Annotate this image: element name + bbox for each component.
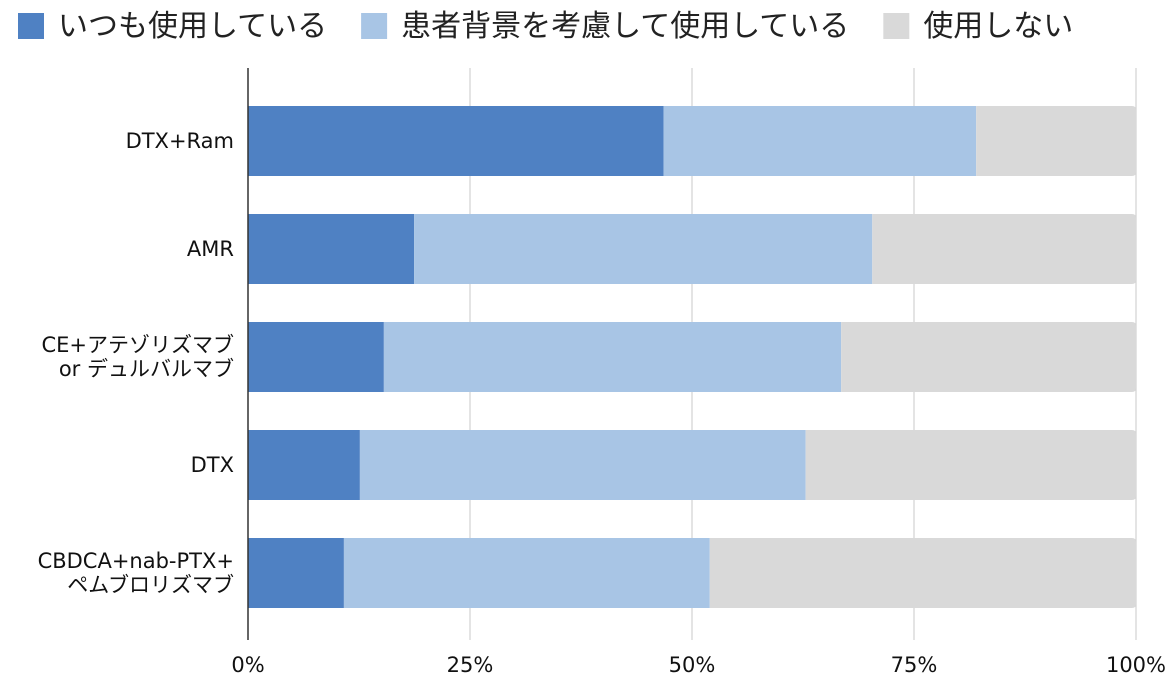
bar-4-series-2: [709, 538, 1136, 608]
category-label-2-line-1: or デュルバルマブ: [59, 357, 234, 381]
legend-label-2: 使用しない: [923, 9, 1073, 44]
legend-swatch-0: [18, 13, 44, 39]
bar-4-series-1: [343, 538, 710, 608]
bar-2-series-2: [841, 322, 1136, 392]
bar-0-series-1: [663, 106, 977, 176]
category-label-1-line-0: AMR: [187, 237, 234, 261]
category-label-0-line-0: DTX+Ram: [126, 129, 234, 153]
bar-3-series-1: [359, 430, 806, 500]
bar-1-series-0: [248, 214, 415, 284]
bar-0-series-2: [976, 106, 1136, 176]
chart-legend: いつも使用している 患者背景を考慮して使用している 使用しない: [18, 9, 1073, 44]
bars: [248, 106, 1136, 608]
bar-1-series-1: [414, 214, 873, 284]
category-label-4-line-0: CBDCA+nab-PTX+: [38, 549, 234, 573]
bar-3-series-2: [805, 430, 1136, 500]
category-label-4-line-1: ペムブロリズマブ: [67, 573, 234, 597]
tick-label-1: 25%: [447, 653, 494, 677]
tick-label-3: 75%: [891, 653, 938, 677]
bar-2-series-1: [383, 322, 842, 392]
tick-label-2: 50%: [669, 653, 716, 677]
bar-0-series-0: [248, 106, 664, 176]
tick-label-0: 0%: [231, 653, 264, 677]
x-axis-ticks: 0% 25% 50% 75% 100%: [231, 653, 1166, 677]
category-label-3-line-0: DTX: [191, 453, 234, 477]
bar-4-series-0: [248, 538, 344, 608]
legend-swatch-2: [883, 13, 910, 39]
tick-label-4: 100%: [1106, 653, 1166, 677]
legend-label-0: いつも使用している: [58, 9, 327, 44]
bar-2-series-0: [248, 322, 384, 392]
legend-label-1: 患者背景を考慮して使用している: [401, 9, 849, 44]
category-label-2-line-0: CE+アテゾリズマブ: [41, 333, 234, 357]
bar-3-series-0: [248, 430, 360, 500]
bar-1-series-2: [872, 214, 1136, 284]
legend-swatch-1: [361, 13, 388, 39]
